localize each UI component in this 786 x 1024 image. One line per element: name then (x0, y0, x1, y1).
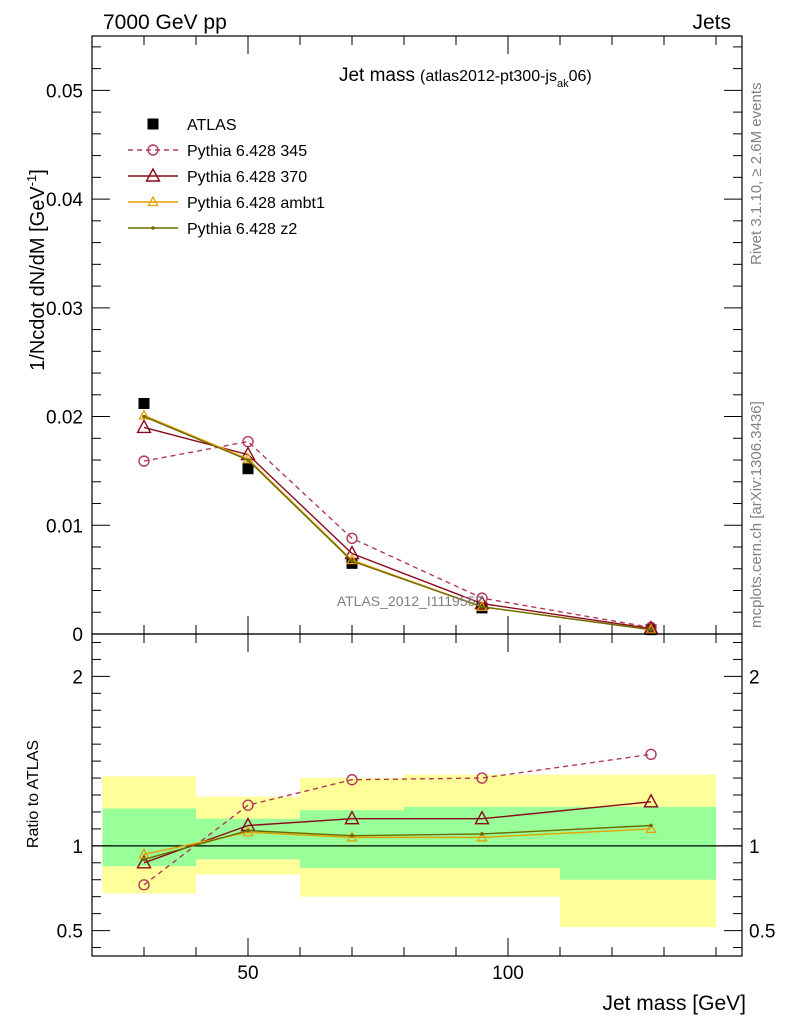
ratio-series-0-line (143, 753, 652, 886)
ratio-series-1-point (643, 793, 659, 808)
ratio-series-0-point (138, 879, 150, 891)
ratio-series-1-point (344, 810, 360, 825)
ratio-series-2-point (645, 822, 657, 834)
main-y-axis-label-text: 1/Ncdot dN/dM [GeV (27, 186, 49, 371)
ratio-series-0-point (476, 772, 488, 784)
main-series-0-point (138, 397, 150, 409)
ratio-series-0-point (346, 774, 358, 786)
ratio-plot-panel: 0.5 0.5 1 1 2 2 50 100 Ratio to ATLAS Jet mass … (25, 633, 775, 1015)
ratio-series-1-point (474, 810, 490, 825)
legend-marker (147, 144, 159, 156)
ratio-band-green (560, 806, 716, 880)
main-series-4-point (649, 627, 653, 632)
ratio-series-2-point (346, 830, 358, 842)
ratio-series-3-point (246, 828, 250, 833)
ratio-series-1-point (136, 854, 152, 869)
ratio-series-3-point (480, 832, 484, 836)
plot-subtitle: (atlas2012-pt300-jsak06) (420, 68, 592, 90)
main-series-1-point (346, 532, 358, 545)
main-series-2-point (136, 418, 152, 434)
x-axis-label: Jet mass [GeV] (602, 992, 746, 1015)
legend-marker (145, 167, 161, 182)
analysis-watermark: ATLAS_2012_I1119557 (337, 593, 484, 609)
ratio-y-tick-label-right: 1 (749, 837, 760, 858)
main-series-1-line (143, 440, 652, 629)
legend-entry-label: Pythia 6.428 345 (187, 143, 307, 160)
mcplots-source-label: mcplots.cern.ch [arXiv:1306.3436] (748, 401, 765, 628)
ratio-series-0-point (645, 748, 657, 761)
ratio-y-tick-label: 0.5 (57, 922, 83, 943)
legend-entry-label: ATLAS (187, 117, 237, 134)
ratio-plot-frame (91, 633, 743, 957)
main-series-3-point (138, 409, 150, 420)
main-series-3-point (242, 452, 254, 464)
plot-subtitle-pre: (atlas2012-pt300-js (420, 68, 557, 85)
plot-subtitle-post: 06) (569, 68, 592, 85)
plot-subtitle-subscript: ak (557, 78, 569, 90)
main-y-tick-label: 0.04 (46, 190, 83, 211)
plot-title: Jet mass (339, 65, 415, 86)
ratio-series-3-point (649, 823, 653, 828)
x-tick-label: 50 (237, 963, 258, 984)
main-y-axis-label: 1/Ncdot dN/dM [GeV-1] (24, 169, 49, 371)
rivet-version-label: Rivet 3.1.10, ≥ 2.6M events (748, 83, 765, 266)
legend-entry-label: Pythia 6.428 z2 (187, 221, 297, 238)
ratio-y-tick-label: 2 (72, 667, 83, 688)
legend-marker (147, 195, 159, 207)
main-y-tick-label: 0.02 (46, 408, 83, 429)
main-series-0-point (242, 463, 254, 475)
legend: ATLAS Pythia 6.428 345 Pythia 6.428 370 Pyt… (128, 117, 325, 238)
ratio-series-3-point (350, 833, 354, 838)
main-y-tick-label: 0.01 (46, 516, 83, 537)
header-energy-label: 7000 GeV pp (103, 11, 227, 34)
main-plot-panel: Jet mass (atlas2012-pt300-jsak06) 1/Ncdo… (24, 35, 743, 646)
ratio-y-tick-label-right: 2 (749, 667, 760, 688)
main-y-axis-label-superscript: -1 (24, 175, 39, 187)
main-y-tick-label: 0.05 (46, 81, 83, 102)
ratio-series-3-point (142, 857, 146, 862)
ratio-band-green (300, 810, 404, 868)
main-series-1-point (138, 455, 150, 467)
x-tick-label: 100 (492, 963, 524, 984)
main-y-tick-label: 0 (72, 625, 83, 646)
ratio-series-0-point (242, 799, 254, 811)
header-category-label: Jets (692, 11, 731, 34)
ratio-y-axis-label: Ratio to ATLAS (25, 740, 42, 848)
ratio-y-tick-label: 1 (72, 837, 83, 858)
legend-entry-label: Pythia 6.428 ambt1 (187, 195, 325, 212)
main-series-4-point (350, 559, 354, 563)
legend-marker (147, 118, 159, 130)
main-y-axis-label-close: ] (27, 169, 49, 175)
main-series-4-point (142, 414, 146, 419)
ratio-y-tick-label-right: 0.5 (749, 922, 775, 943)
main-series-4-point (480, 605, 484, 609)
legend-marker (151, 226, 155, 230)
legend-entry-label: Pythia 6.428 370 (187, 169, 307, 186)
main-y-tick-label: 0.03 (46, 299, 83, 320)
ratio-series-2-point (476, 830, 488, 842)
ratio-series-1-line (143, 801, 652, 864)
main-series-2-point (344, 545, 360, 560)
main-series-4-point (246, 458, 250, 462)
